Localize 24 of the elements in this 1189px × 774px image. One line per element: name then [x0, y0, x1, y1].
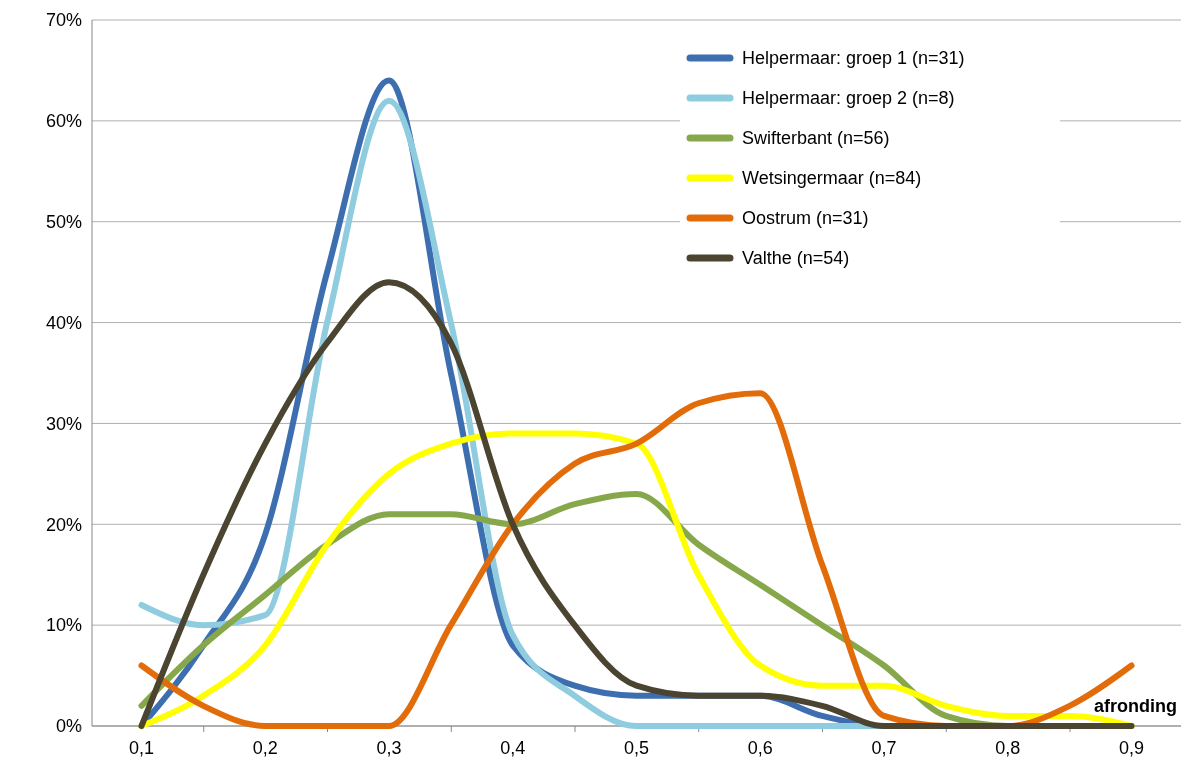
x-tick-label: 0,4	[500, 738, 526, 758]
x-tick-label: 0,1	[128, 738, 155, 758]
legend-label: Oostrum (n=31)	[742, 208, 869, 229]
y-tick-label: 40%	[45, 312, 82, 333]
x-tick-label: 0,9	[1118, 738, 1145, 758]
legend-label: Wetsingermaar (n=84)	[742, 168, 922, 189]
y-tick-label: 50%	[45, 212, 82, 233]
legend-label: Helpermaar: groep 2 (n=8)	[742, 88, 955, 109]
y-tick-label: 10%	[45, 615, 82, 636]
legend-label: Valthe (n=54)	[742, 248, 850, 269]
x-tick-label: 0,3	[376, 738, 402, 758]
legend-label: Helpermaar: groep 1 (n=31)	[742, 48, 965, 69]
y-tick-label: 20%	[45, 514, 82, 535]
y-tick-label: 0%	[55, 716, 82, 737]
annotation: afronding	[1094, 696, 1177, 716]
x-tick-label: 0,5	[623, 738, 650, 758]
legend-label: Swifterbant (n=56)	[742, 128, 890, 149]
y-tick-label: 70%	[45, 10, 82, 31]
y-tick-label: 60%	[45, 111, 82, 132]
x-tick-label: 0,2	[252, 738, 278, 758]
x-tick-label: 0,8	[995, 738, 1021, 758]
y-tick-label: 30%	[45, 413, 82, 434]
x-tick-label: 0,6	[747, 738, 773, 758]
x-tick-label: 0,7	[871, 738, 897, 758]
